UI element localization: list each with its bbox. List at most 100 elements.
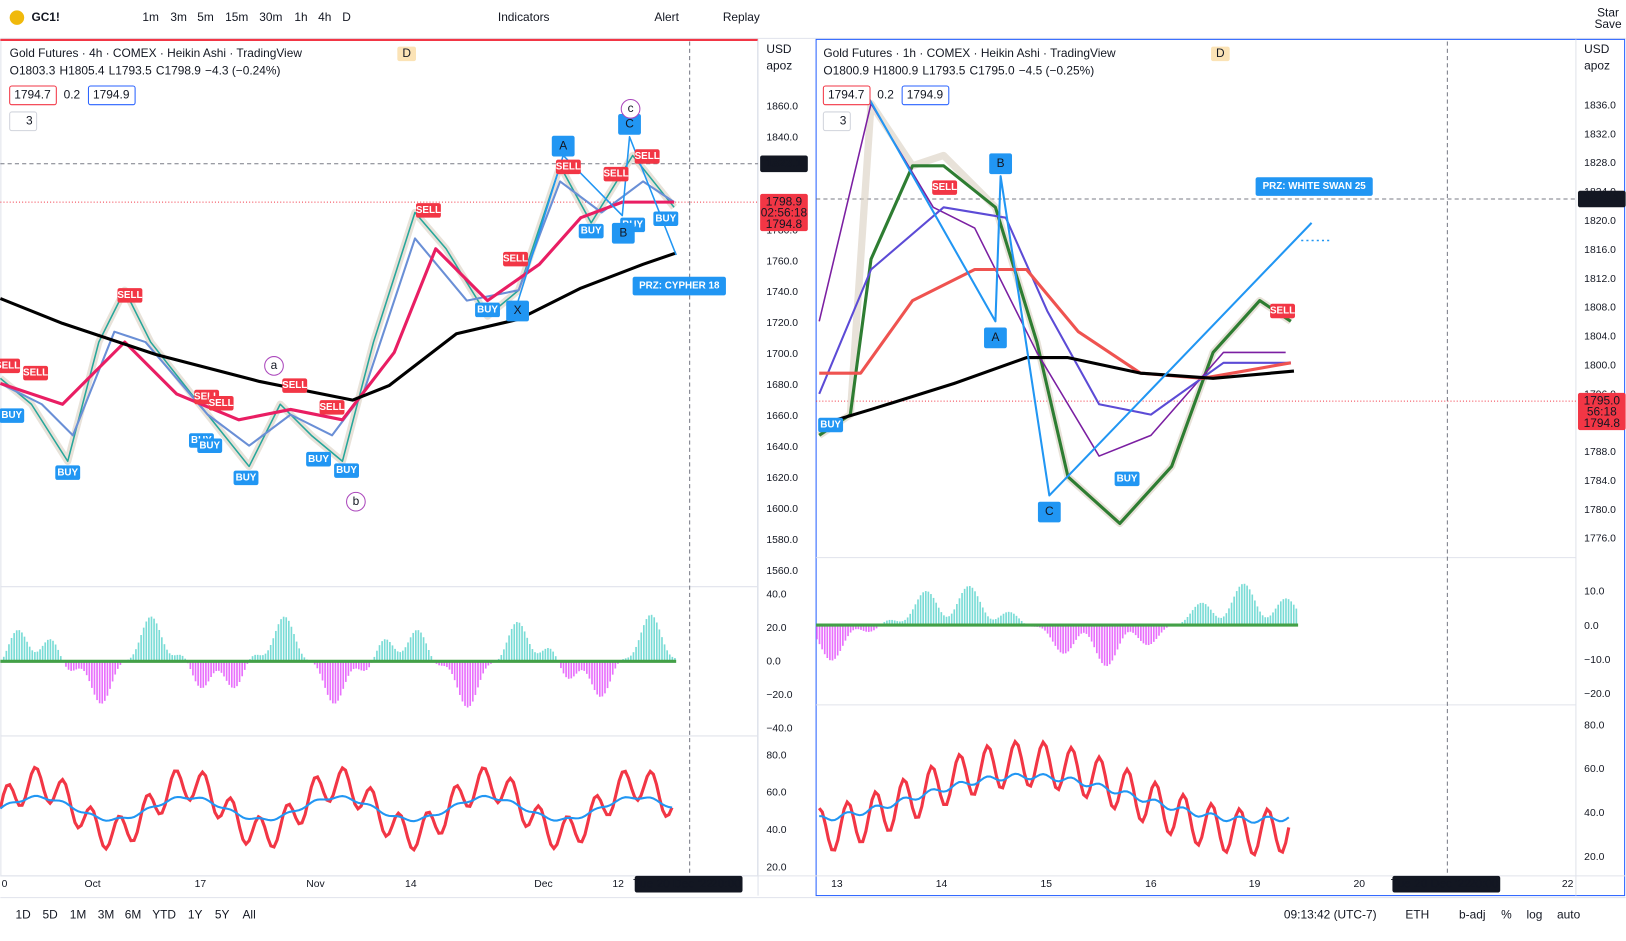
ohlc-value: −4.3 (−0.24%) [205, 64, 280, 78]
histogram-bar [1013, 614, 1015, 625]
replay-button[interactable]: Replay [723, 10, 760, 24]
histogram-bar [1091, 625, 1093, 641]
range-button[interactable]: 1D [16, 907, 32, 921]
spread: 0.2 [877, 88, 894, 102]
histogram-bar [104, 661, 106, 701]
histogram-bar [834, 625, 836, 659]
scale-option[interactable]: log [1526, 907, 1542, 921]
histogram-bar [1158, 625, 1160, 636]
histogram-bar [602, 661, 604, 696]
scale-option[interactable]: ETH [1405, 907, 1429, 921]
histogram-bar [972, 588, 974, 625]
chart-title: Gold Futures · 1h · COMEX · Heikin Ashi … [823, 46, 1116, 60]
price-tick: 1840.0 [766, 132, 798, 143]
ohlc-value: L1793.5 [109, 64, 152, 78]
scale-option[interactable]: % [1501, 907, 1512, 921]
price-tick: 1740.0 [766, 287, 798, 298]
interval-button[interactable]: 1h [294, 10, 307, 24]
alert-button[interactable]: Alert [654, 10, 679, 24]
symbol[interactable]: GC1! [31, 10, 59, 24]
pattern-point-label: A [991, 330, 999, 344]
interval-button[interactable]: 30m [259, 10, 282, 24]
rsi-tick: 80.0 [766, 750, 786, 761]
histogram-bar [1205, 604, 1207, 625]
histogram-bar [648, 615, 650, 661]
range-button[interactable]: 6M [125, 907, 142, 921]
indicators-button[interactable]: Indicators [498, 10, 550, 24]
signal-label: SELL [416, 205, 441, 216]
histogram-bar [164, 644, 166, 661]
histogram-bar [933, 598, 935, 625]
histogram-bar [420, 633, 422, 662]
osc-tick: 10.0 [1584, 587, 1604, 598]
price-tick: 1620.0 [766, 473, 798, 484]
save-button[interactable]: Save [1594, 17, 1622, 31]
signal-label: BUY [581, 226, 602, 237]
histogram-bar [816, 625, 818, 639]
histogram-bar [337, 661, 339, 700]
histogram-bar [661, 637, 663, 661]
interval-button[interactable]: D [342, 10, 351, 24]
pattern-point-label: X [514, 303, 522, 317]
histogram-bar [296, 642, 298, 662]
histogram-bar [1207, 607, 1209, 626]
histogram-bar [161, 637, 163, 661]
range-button[interactable]: 3M [98, 907, 115, 921]
histogram-bar [589, 661, 591, 678]
histogram-bar [1057, 625, 1059, 650]
signal-label: SELL [117, 290, 142, 301]
session-label: D [402, 46, 411, 60]
rsi-tick: 60.0 [1584, 764, 1604, 775]
histogram-bar [1239, 587, 1241, 625]
histogram-bar [135, 649, 137, 661]
layers-count[interactable]: 3 [840, 113, 847, 127]
ohlc-value: H1800.9 [873, 64, 918, 78]
histogram-bar [542, 651, 544, 662]
histogram-bar [1137, 625, 1139, 638]
range-button[interactable]: 1M [70, 907, 87, 921]
histogram-bar [480, 661, 482, 680]
histogram-bar [1140, 625, 1142, 641]
histogram-bar [829, 625, 831, 660]
interval-button[interactable]: 3m [170, 10, 187, 24]
price-tick: 1680.0 [766, 380, 798, 391]
histogram-bar [298, 648, 300, 661]
histogram-bar [425, 643, 427, 661]
histogram-bar [1202, 603, 1204, 625]
price-tick: 1580.0 [766, 535, 798, 546]
interval-button[interactable]: 1m [142, 10, 159, 24]
histogram-bar [428, 650, 430, 661]
range-button[interactable]: YTD [152, 907, 176, 921]
range-button[interactable]: 1Y [188, 907, 203, 921]
pattern-point-label: A [559, 138, 567, 152]
range-button[interactable]: 5D [42, 907, 58, 921]
scale-option[interactable]: b-adj [1459, 907, 1485, 921]
histogram-bar [917, 599, 919, 625]
layers-count[interactable]: 3 [26, 113, 33, 127]
interval-button[interactable]: 5m [197, 10, 214, 24]
histogram-bar [1249, 589, 1251, 625]
price-tick: 1788.0 [1584, 447, 1616, 458]
histogram-bar [1275, 609, 1277, 625]
histogram-bar [659, 629, 661, 661]
histogram-bar [151, 617, 153, 662]
histogram-bar [938, 608, 940, 625]
range-button[interactable]: 5Y [215, 907, 230, 921]
scale-option[interactable]: auto [1557, 907, 1581, 921]
histogram-bar [609, 661, 611, 681]
ask: 1794.9 [907, 88, 944, 102]
interval-button[interactable]: 15m [225, 10, 248, 24]
histogram-bar [140, 635, 142, 661]
histogram-bar [821, 625, 823, 649]
histogram-bar [586, 661, 588, 674]
interval-button[interactable]: 4h [318, 10, 331, 24]
histogram-bar [389, 642, 391, 661]
histogram-bar [467, 661, 469, 707]
histogram-bar [506, 643, 508, 662]
histogram-bar [291, 627, 293, 662]
histogram-bar [288, 621, 290, 661]
pattern-point-label: B [619, 225, 627, 239]
range-button[interactable]: All [243, 907, 256, 921]
time-label: Dec [534, 879, 552, 890]
